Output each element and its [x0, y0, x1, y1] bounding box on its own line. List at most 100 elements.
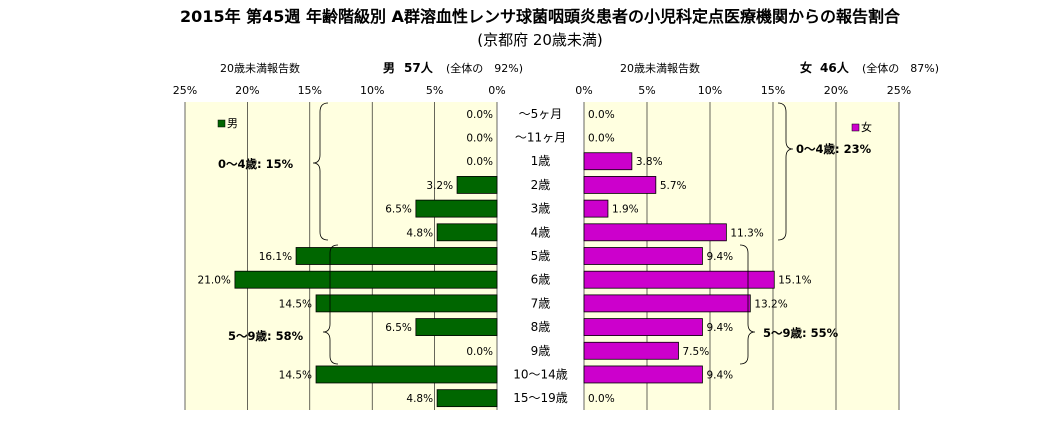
female-tick-label: 20% — [824, 84, 848, 97]
male-tick-label: 0% — [488, 84, 505, 97]
male-bar — [436, 389, 498, 408]
female-bar — [583, 176, 657, 194]
male-tick-label: 15% — [298, 84, 322, 97]
female-value-label: 9.4% — [706, 322, 733, 334]
male-0-4-brace — [312, 102, 329, 241]
female-tick-label: 25% — [887, 84, 911, 97]
female-tick-label: 5% — [638, 84, 655, 97]
female-bar — [583, 152, 633, 171]
female-value-label: 0.0% — [588, 133, 615, 145]
male-bar — [234, 270, 498, 289]
female-legend-swatch — [851, 123, 860, 132]
male-value-label: 0.0% — [466, 346, 493, 358]
male-header-count: 57人 — [404, 60, 434, 75]
male-bar — [415, 318, 498, 336]
male-bar — [436, 223, 498, 242]
female-legend: 女 — [851, 120, 872, 134]
male-value-label: 4.8% — [406, 393, 433, 405]
female-value-label: 7.5% — [683, 346, 710, 358]
category-label: 1歳 — [531, 154, 551, 168]
category-label: 15～19歳 — [513, 391, 568, 405]
male-bar — [295, 247, 498, 265]
female-5-9-brace — [739, 244, 756, 365]
male-tick-label: 5% — [426, 84, 443, 97]
category-label: 2歳 — [531, 178, 551, 192]
female-value-label: 3.8% — [636, 156, 663, 168]
male-header-share: (全体の 92%) — [446, 61, 523, 75]
female-value-label: 13.2% — [754, 298, 787, 310]
female-bar — [583, 247, 703, 265]
category-label: 6歳 — [531, 273, 551, 287]
category-label: 7歳 — [531, 296, 551, 310]
value-labels: 0.0% 0.0% 0.0% 0.0% 0.0% 3.8% 3.2% 5.7% 6.5% 1.9%… — [198, 109, 812, 405]
male-value-label: 6.5% — [385, 322, 412, 334]
male-legend-label: 男 — [227, 117, 238, 130]
male-value-label: 0.0% — [466, 109, 493, 121]
male-tick-label: 10% — [360, 84, 384, 97]
male-bar — [315, 294, 498, 313]
male-header-sex: 男 — [383, 61, 395, 75]
male-tick-label: 20% — [235, 84, 259, 97]
category-label: ～5ヶ月 — [519, 107, 563, 121]
female-bar — [583, 199, 609, 218]
female-header-sex: 女 — [800, 60, 812, 75]
male-value-label: 4.8% — [406, 227, 433, 239]
female-5-9-annotation: 5～9歳: 55% — [763, 326, 839, 340]
male-bar — [456, 176, 498, 194]
male-value-label: 14.5% — [279, 369, 312, 381]
male-value-label: 21.0% — [198, 275, 231, 287]
male-value-label: 3.2% — [426, 180, 453, 192]
female-bar — [583, 294, 751, 313]
male-value-label: 0.0% — [466, 156, 493, 168]
female-value-label: 9.4% — [706, 369, 733, 381]
female-bar — [583, 341, 679, 360]
female-value-label: 11.3% — [730, 227, 763, 239]
male-5-9-annotation: 5～9歳: 58% — [228, 329, 304, 343]
female-value-label: 1.9% — [612, 204, 639, 216]
male-header: 20歳未満報告数 男 57人 (全体の 92%) — [220, 60, 523, 75]
category-label: 3歳 — [531, 202, 551, 216]
female-value-label: 9.4% — [706, 251, 733, 263]
male-value-label: 6.5% — [385, 204, 412, 216]
female-bar — [583, 318, 703, 336]
female-header-share: (全体の 87%) — [862, 61, 939, 75]
category-label: 8歳 — [531, 320, 551, 334]
male-0-4-annotation: 0～4歳: 15% — [218, 157, 294, 171]
female-tick-label: 15% — [761, 84, 785, 97]
male-bar — [415, 199, 498, 218]
axis-ticks: 0% 0% 5% 5% 10% 10% 15% 15% 20% 20% 25% 25% — [173, 84, 911, 97]
male-value-label: 16.1% — [259, 251, 292, 263]
male-header-label: 20歳未満報告数 — [220, 62, 300, 75]
category-label: 4歳 — [531, 225, 551, 239]
category-label: ～11ヶ月 — [515, 131, 566, 145]
male-tick-label: 25% — [173, 84, 197, 97]
female-0-4-annotation: 0～4歳: 23% — [796, 142, 872, 156]
male-5-9-brace — [322, 244, 339, 365]
male-legend: 男 — [217, 117, 238, 130]
female-bar — [583, 270, 775, 289]
category-label: 5歳 — [531, 249, 551, 263]
chart-title: 2015年 第45週 年齢階級別 A群溶血性レンサ球菌咽頭炎患者の小児科定点医療… — [180, 7, 901, 26]
category-label: 9歳 — [531, 344, 551, 358]
female-0-4-brace — [777, 102, 794, 241]
female-value-label: 0.0% — [588, 109, 615, 121]
female-bar — [583, 223, 727, 242]
female-legend-label: 女 — [861, 120, 872, 134]
female-tick-label: 0% — [575, 84, 592, 97]
male-value-label: 14.5% — [279, 298, 312, 310]
male-legend-swatch — [217, 119, 226, 128]
female-value-label: 15.1% — [778, 275, 811, 287]
category-label: 10～14歳 — [513, 367, 568, 381]
male-value-label: 0.0% — [466, 133, 493, 145]
male-bar — [315, 365, 498, 384]
female-tick-label: 10% — [698, 84, 722, 97]
category-labels: ～5ヶ月 ～11ヶ月 1歳 2歳 3歳 4歳 5歳 6歳 7歳 8歳 9歳 10～14歳 15～19歳 — [513, 107, 568, 405]
female-header-count: 46人 — [820, 60, 850, 75]
female-header-label: 20歳未満報告数 — [620, 62, 700, 75]
female-bar — [583, 365, 703, 384]
bars — [234, 152, 775, 408]
female-value-label: 5.7% — [660, 180, 687, 192]
female-header: 20歳未満報告数 女 46人 (全体の 87%) — [620, 60, 939, 75]
chart-subtitle: (京都府 20歳未満) — [477, 31, 603, 49]
